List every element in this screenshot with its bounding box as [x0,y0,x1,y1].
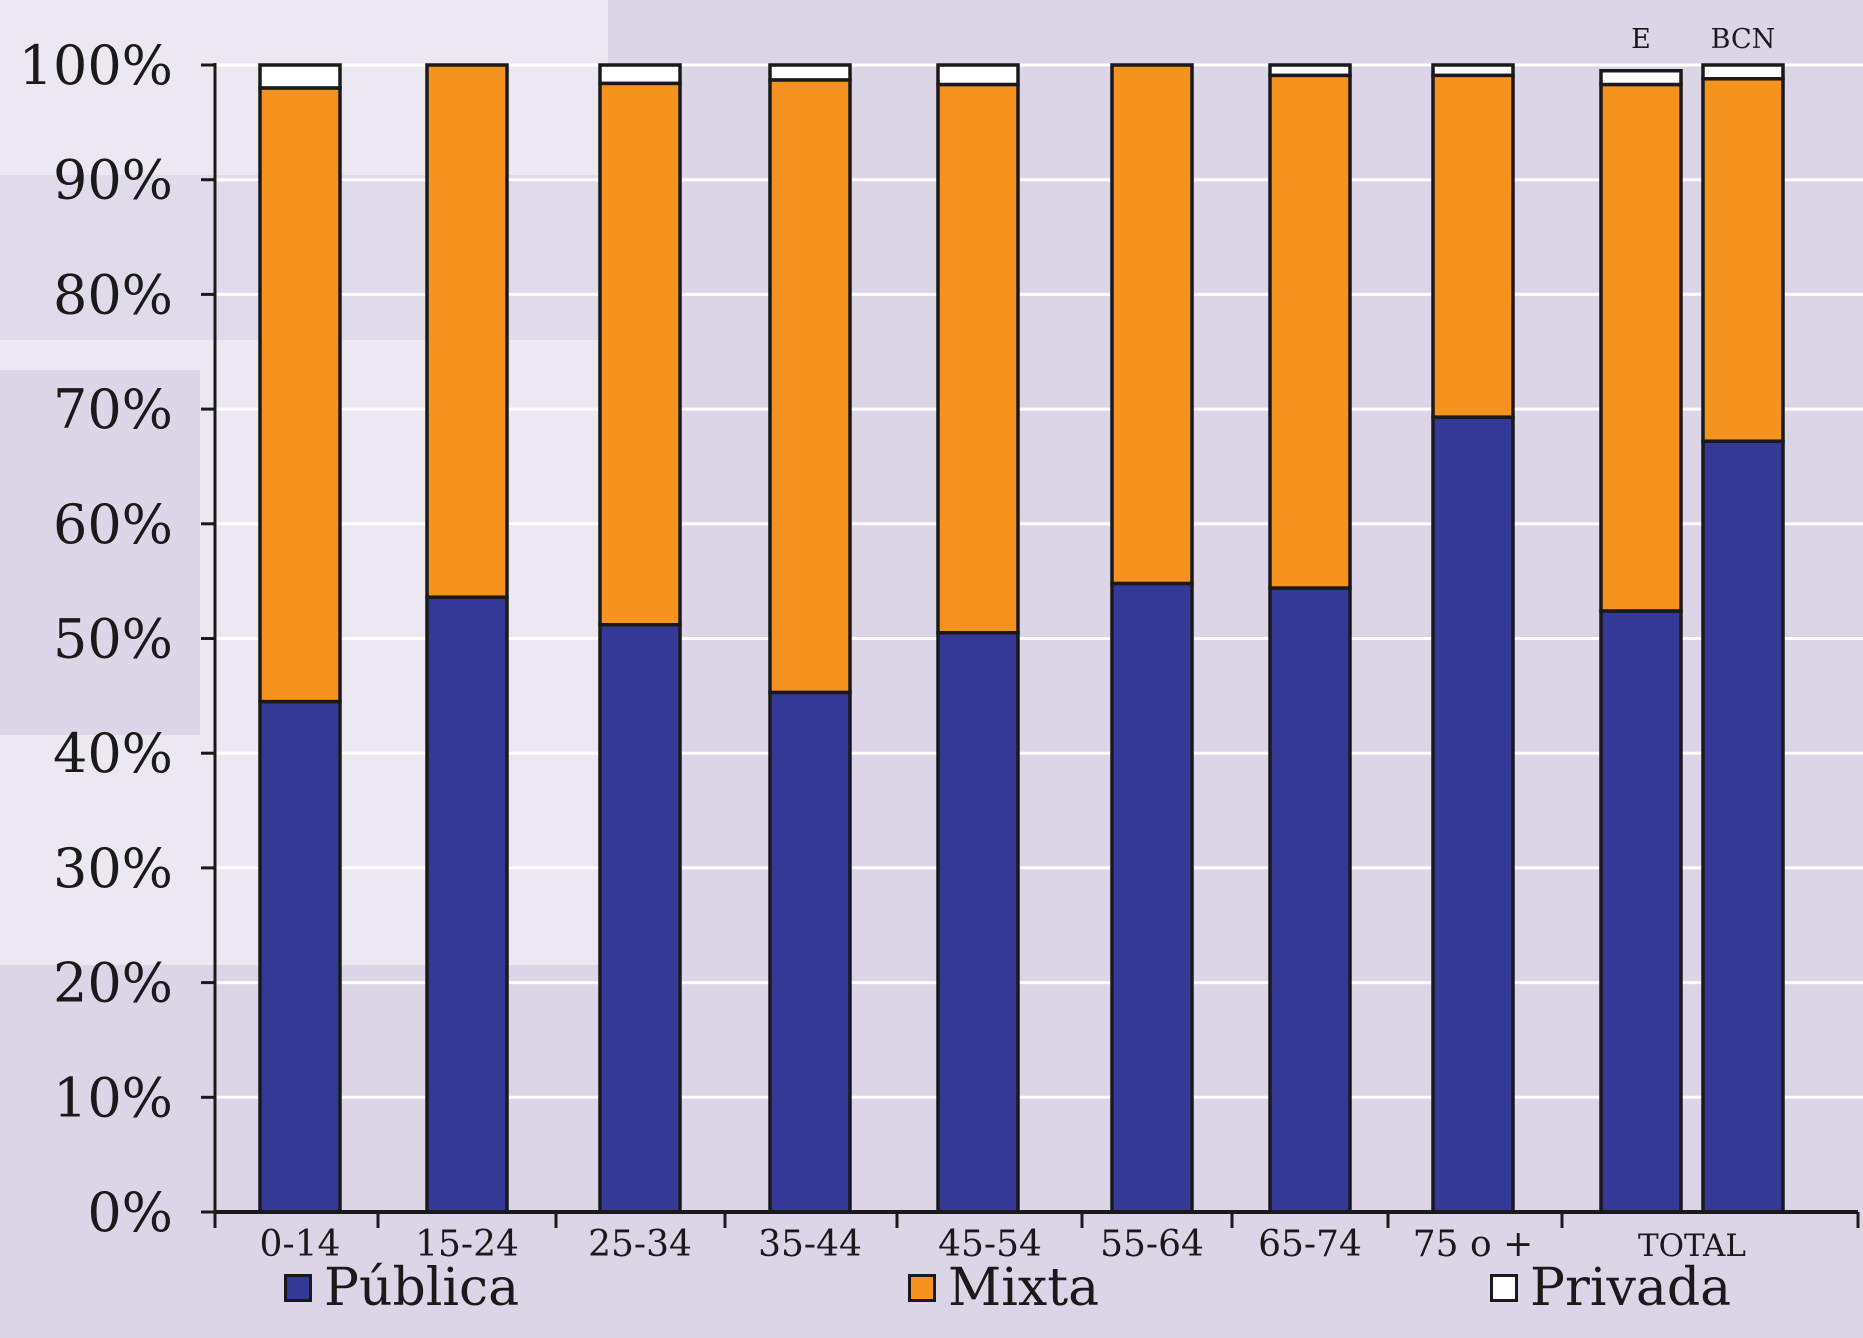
legend-swatch-privada [1490,1274,1518,1302]
bar-segment-mixta-35-44 [768,78,852,695]
x-tick-label: 35-44 [758,1224,862,1265]
bar-segment-privada-bcn [1701,63,1785,81]
bar-top-label: E [1631,24,1651,55]
x-tick-label: TOTAL [1638,1228,1746,1264]
bar-segment-privada-65-74 [1268,63,1352,78]
y-tick-label: 0% [87,1181,173,1244]
y-tick-label: 20% [53,952,173,1015]
bar-segment-privada-35-44 [768,63,852,82]
legend-label-privada: Privada [1530,1258,1732,1318]
legend-label-publica: Pública [324,1258,520,1318]
bar-segment-privada-e [1599,68,1683,87]
x-tick-label: 55-64 [1100,1224,1204,1265]
x-tick-label: 15-24 [415,1224,519,1265]
bar-segment-mixta-bcn [1701,77,1785,443]
bar-segment-publica-0-14 [258,699,342,1214]
bar-segment-publica-45-54 [936,631,1020,1214]
legend-label-mixta: Mixta [948,1258,1100,1318]
bar-segment-mixta-55-64 [1110,63,1194,586]
y-tick-label: 100% [19,34,173,97]
x-tick-label: 25-34 [588,1224,692,1265]
y-tick-label: 60% [53,493,173,556]
bar-segment-mixta-e [1599,82,1683,613]
bar-segment-publica-e [1599,609,1683,1214]
bar-segment-mixta-25-34 [598,81,682,627]
x-tick-label: 0-14 [260,1224,341,1265]
y-tick-label: 30% [53,837,173,900]
legend-item-mixta: Mixta [908,1258,1099,1318]
bar-segment-publica-35-44 [768,690,852,1214]
bar-segment-publica-25-34 [598,622,682,1214]
bar-segment-privada-75-o- [1431,63,1515,78]
y-tick-label: 70% [53,378,173,441]
bar-segment-mixta-45-54 [936,82,1020,635]
x-tick-label: 75 o + [1413,1224,1534,1265]
x-tick-label: 45-54 [938,1224,1042,1265]
bar-segment-mixta-0-14 [258,86,342,704]
legend-item-publica: Pública [284,1258,519,1318]
y-tick-label: 40% [53,722,173,785]
legend-swatch-publica [284,1274,312,1302]
legend-item-privada: Privada [1490,1258,1731,1318]
y-tick-label: 80% [53,263,173,326]
y-tick-label: 10% [53,1066,173,1129]
bar-segment-mixta-75-o- [1431,73,1515,419]
bar-segment-publica-75-o- [1431,415,1515,1214]
bar-segment-privada-25-34 [598,63,682,86]
bar-segment-privada-0-14 [258,63,342,90]
bar-segment-publica-65-74 [1268,586,1352,1214]
y-tick-label: 50% [53,608,173,671]
legend-swatch-mixta [908,1274,936,1302]
bar-segment-mixta-15-24 [425,63,509,599]
bar-segment-publica-bcn [1701,439,1785,1214]
bar-segment-publica-15-24 [425,595,509,1214]
bar-top-label: BCN [1711,24,1776,55]
bar-segment-mixta-65-74 [1268,73,1352,590]
x-tick-label: 65-74 [1258,1224,1362,1265]
bar-segment-privada-45-54 [936,63,1020,87]
y-tick-label: 90% [53,149,173,212]
bar-segment-publica-55-64 [1110,581,1194,1214]
